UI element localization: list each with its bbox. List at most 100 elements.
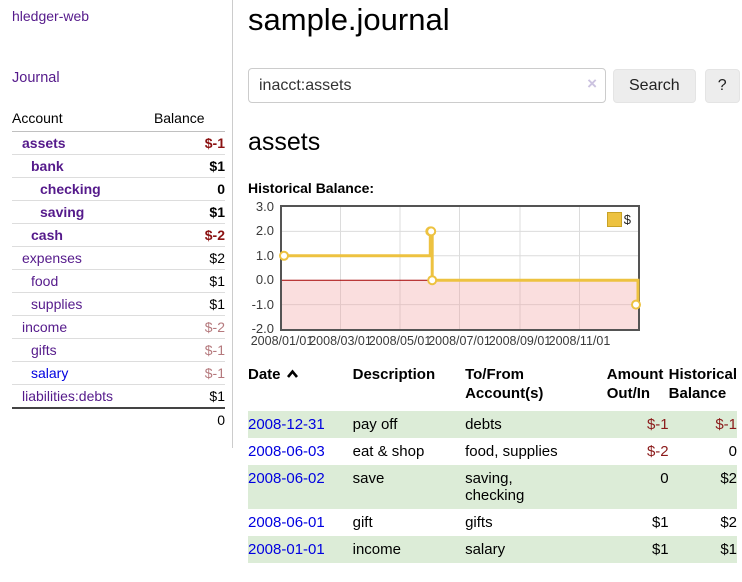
account-row: bank $1 xyxy=(12,154,225,178)
account-row: checking 0 xyxy=(12,177,225,201)
register-row: 2008-06-02 save saving, checking 0 $2 xyxy=(248,464,737,509)
help-button[interactable]: ? xyxy=(704,68,740,103)
balance-chart: 3.0 2.0 1.0 0.0 -1.0 -2.0 $ xyxy=(248,199,737,336)
search-button[interactable]: Search xyxy=(613,68,696,103)
brand-link[interactable]: hledger-web xyxy=(12,8,90,24)
x-axis-tick-label: 2008/09/01 xyxy=(488,334,552,348)
account-row: income $-2 xyxy=(12,315,225,339)
register-amount: $-1 xyxy=(606,410,669,438)
register-row: 2008-12-31 pay off debts $-1 $-1 xyxy=(248,410,737,438)
sidebar-account-link[interactable]: supplies xyxy=(31,296,83,312)
search-form: × Search ? xyxy=(248,68,740,103)
chart-legend: $ xyxy=(604,211,633,228)
register-amount: $-2 xyxy=(646,442,669,460)
account-row: saving $1 xyxy=(12,200,225,224)
register-row: 2008-06-01 gift gifts $1 $2 xyxy=(248,509,737,536)
register-date-link[interactable]: 2008-06-01 xyxy=(248,513,325,531)
sidebar-account-link[interactable]: assets xyxy=(22,135,66,151)
register-amount: 0 xyxy=(606,464,669,509)
account-balance: $-1 xyxy=(153,338,225,362)
accounts-header-balance: Balance xyxy=(153,107,225,132)
chart-plot-area: $ xyxy=(279,205,641,331)
y-axis: 3.0 2.0 1.0 0.0 -1.0 -2.0 xyxy=(248,199,276,336)
account-balance: $1 xyxy=(153,292,225,316)
accounts-table-header-row: Account Balance xyxy=(12,107,225,132)
register-header-balance: Historical Balance xyxy=(668,366,737,402)
register-accounts: salary xyxy=(465,535,607,563)
x-axis-tick-label: 2008/07/01 xyxy=(428,334,491,348)
account-balance: $1 xyxy=(153,200,225,224)
account-balance: $-2 xyxy=(153,315,225,339)
series-label: $ xyxy=(623,212,631,227)
search-input[interactable] xyxy=(248,68,606,103)
register-description: pay off xyxy=(352,410,466,438)
sidebar-account-link[interactable]: income xyxy=(22,319,68,335)
register-header-accounts: To/From Account(s) xyxy=(465,366,544,402)
sidebar-account-link[interactable]: bank xyxy=(31,158,64,174)
account-row: assets $-1 xyxy=(12,132,225,155)
register-date-link[interactable]: 2008-01-01 xyxy=(248,540,325,558)
register-date-link[interactable]: 2008-06-03 xyxy=(248,442,325,460)
accounts-header-account: Account xyxy=(12,107,154,132)
accounts-total-value: 0 xyxy=(153,407,225,431)
account-balance: $2 xyxy=(153,246,225,270)
account-balance: 0 xyxy=(153,177,225,201)
clear-search-icon[interactable]: × xyxy=(587,74,597,93)
sidebar-account-link[interactable]: liabilities:debts xyxy=(22,388,114,404)
y-axis-tick-label: -2.0 xyxy=(251,321,274,336)
register-accounts: food, supplies xyxy=(465,442,558,460)
x-axis-tick-label: 2008/11/01 xyxy=(548,334,611,348)
accounts-total-row: 0 xyxy=(12,407,225,431)
register-row: 2008-01-01 income salary $1 $1 xyxy=(248,535,737,563)
sort-ascending-icon xyxy=(286,369,298,378)
register-balance: $2 xyxy=(668,464,737,509)
account-row: expenses $2 xyxy=(12,246,225,270)
register-balance: $-1 xyxy=(668,410,737,438)
register-date-link[interactable]: 2008-06-02 xyxy=(248,469,325,487)
register-amount: $1 xyxy=(651,513,669,531)
y-axis-tick-label: -1.0 xyxy=(251,296,274,312)
register-row: 2008-06-03 eat & shop food, supplies $-2 0 xyxy=(248,438,737,465)
y-axis-tick-label: 0.0 xyxy=(255,272,274,288)
account-row: food $1 xyxy=(12,269,225,293)
register-accounts: saving, checking xyxy=(465,464,607,509)
x-axis-tick-label: 2008/01/01 xyxy=(250,334,314,348)
series-swatch-icon xyxy=(606,212,622,227)
account-row: supplies $1 xyxy=(12,292,225,316)
sidebar-account-link[interactable]: expenses xyxy=(22,250,82,266)
account-balance: $1 xyxy=(153,154,225,178)
register-balance: $1 xyxy=(668,535,737,563)
sidebar-account-link[interactable]: cash xyxy=(31,227,63,243)
account-balance: $1 xyxy=(153,384,225,408)
y-axis-tick-label: 2.0 xyxy=(255,223,274,239)
register-balance: $2 xyxy=(720,513,737,531)
register-description: eat & shop xyxy=(352,442,425,460)
account-balance: $-1 xyxy=(153,361,225,385)
register-date-link[interactable]: 2008-12-31 xyxy=(248,415,325,433)
y-axis-tick-label: 1.0 xyxy=(255,247,274,263)
account-balance: $-1 xyxy=(204,135,225,151)
sidebar-account-link[interactable]: food xyxy=(31,273,59,289)
sidebar-account-link[interactable]: gifts xyxy=(31,342,57,358)
sidebar-account-link[interactable]: checking xyxy=(40,181,101,197)
register-description: save xyxy=(352,464,466,509)
account-balance: $1 xyxy=(153,269,225,293)
accounts-table: Account Balance assets $-1 bank $1 checking 0… xyxy=(12,107,225,431)
main-content: sample.journal × Search ? assets Histori… xyxy=(248,0,740,563)
register-accounts: gifts xyxy=(465,513,493,531)
account-row: gifts $-1 xyxy=(12,338,225,362)
register-description: income xyxy=(352,535,466,563)
account-row: liabilities:debts $1 xyxy=(12,384,225,408)
page-title: sample.journal xyxy=(248,2,450,37)
sidebar-account-link[interactable]: salary xyxy=(31,365,69,381)
x-axis-tick-label: 2008/03/01 xyxy=(309,334,372,348)
register-header-date[interactable]: Date xyxy=(248,364,353,411)
chart-title: Historical Balance: xyxy=(248,180,375,196)
x-axis: 2008/01/01 2008/03/01 2008/05/01 2008/07/01… xyxy=(248,334,737,353)
sidebar-item-journal[interactable]: Journal xyxy=(12,70,60,86)
register-balance: 0 xyxy=(728,442,737,460)
register-amount: $1 xyxy=(606,535,669,563)
sidebar-account-link[interactable]: saving xyxy=(40,204,85,220)
account-heading: assets xyxy=(248,128,321,156)
register-description: gift xyxy=(352,513,373,531)
